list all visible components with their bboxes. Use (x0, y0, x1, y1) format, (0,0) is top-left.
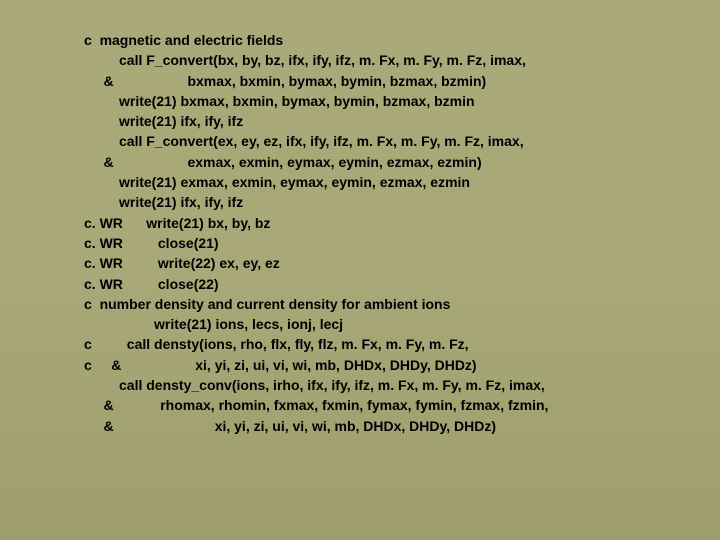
code-line: c magnetic and electric fields (84, 30, 720, 50)
code-line: c call densty(ions, rho, flx, fly, flz, … (84, 334, 720, 354)
code-line: & rhomax, rhomin, fxmax, fxmin, fymax, f… (84, 395, 720, 415)
code-line: write(21) bxmax, bxmin, bymax, bymin, bz… (84, 91, 720, 111)
code-line: c. WR write(21) bx, by, bz (84, 213, 720, 233)
code-line: c. WR close(21) (84, 233, 720, 253)
code-line: c. WR write(22) ex, ey, ez (84, 253, 720, 273)
code-line: call F_convert(bx, by, bz, ifx, ify, ifz… (84, 50, 720, 70)
code-line: write(21) exmax, exmin, eymax, eymin, ez… (84, 172, 720, 192)
code-line: call densty_conv(ions, irho, ifx, ify, i… (84, 375, 720, 395)
code-line: write(21) ifx, ify, ifz (84, 111, 720, 131)
code-line: c number density and current density for… (84, 294, 720, 314)
code-line: & exmax, exmin, eymax, eymin, ezmax, ezm… (84, 152, 720, 172)
code-slide: c magnetic and electric fields call F_co… (0, 0, 720, 436)
code-line: c. WR close(22) (84, 274, 720, 294)
code-line: & xi, yi, zi, ui, vi, wi, mb, DHDx, DHDy… (84, 416, 720, 436)
code-line: call F_convert(ex, ey, ez, ifx, ify, ifz… (84, 131, 720, 151)
code-line: c & xi, yi, zi, ui, vi, wi, mb, DHDx, DH… (84, 355, 720, 375)
code-line: & bxmax, bxmin, bymax, bymin, bzmax, bzm… (84, 71, 720, 91)
code-line: write(21) ifx, ify, ifz (84, 192, 720, 212)
code-line: write(21) ions, lecs, ionj, lecj (84, 314, 720, 334)
